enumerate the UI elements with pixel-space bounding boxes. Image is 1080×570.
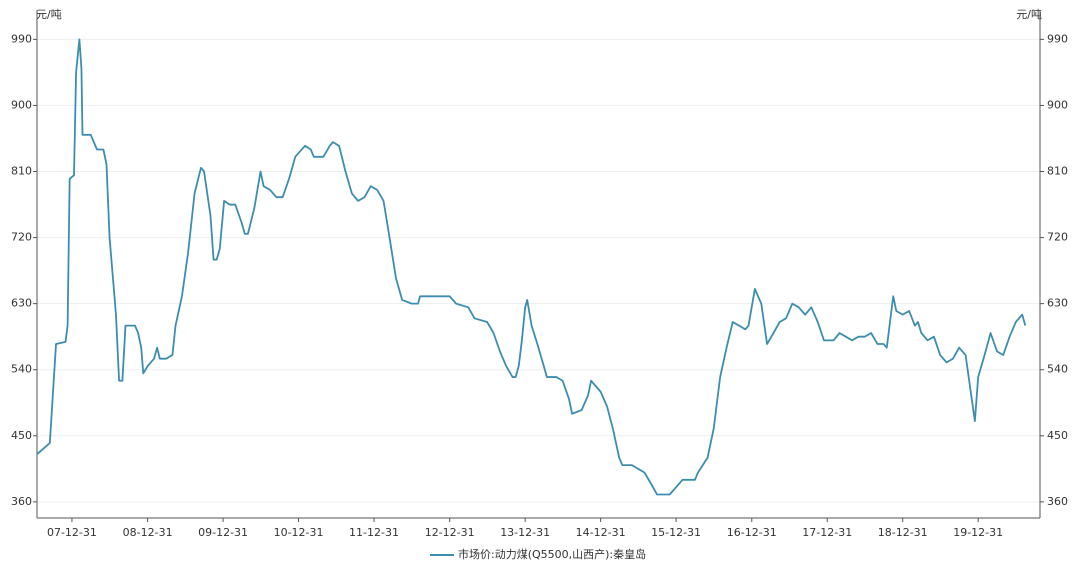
- y2-axis-unit: 元/吨: [1016, 8, 1042, 21]
- y-tick-label: 810: [11, 165, 32, 178]
- y2-tick-label: 360: [1047, 495, 1068, 508]
- y2-tick-label: 900: [1047, 98, 1068, 111]
- x-tick-label: 07-12-31: [47, 526, 97, 539]
- y2-tick-label: 720: [1047, 231, 1068, 244]
- y2-tick-label: 540: [1047, 363, 1068, 376]
- x-tick-label: 15-12-31: [651, 526, 701, 539]
- y-axis-unit: 元/吨: [36, 8, 62, 21]
- y2-tick-label: 630: [1047, 297, 1068, 310]
- y2-tick-label: 810: [1047, 165, 1068, 178]
- x-tick-label: 08-12-31: [123, 526, 173, 539]
- x-tick-label: 18-12-31: [878, 526, 928, 539]
- y-tick-label: 540: [11, 363, 32, 376]
- y-tick-label: 720: [11, 231, 32, 244]
- legend-label: 市场价:动力煤(Q5500,山西产):秦皇岛: [458, 547, 646, 561]
- x-tick-label: 14-12-31: [576, 526, 626, 539]
- x-tick-label: 13-12-31: [500, 526, 550, 539]
- series-line: [36, 38, 1027, 496]
- x-tick-label: 17-12-31: [802, 526, 852, 539]
- y2-tick-label: 990: [1047, 32, 1068, 45]
- x-tick-label: 10-12-31: [274, 526, 324, 539]
- x-tick-label: 16-12-31: [727, 526, 777, 539]
- x-tick-label: 09-12-31: [198, 526, 248, 539]
- y2-tick-label: 450: [1047, 429, 1068, 442]
- x-tick-label: 12-12-31: [425, 526, 475, 539]
- y-tick-label: 990: [11, 32, 32, 45]
- x-tick-label: 19-12-31: [953, 526, 1003, 539]
- y-tick-label: 450: [11, 429, 32, 442]
- y-tick-label: 360: [11, 495, 32, 508]
- x-tick-label: 11-12-31: [349, 526, 399, 539]
- y-tick-label: 630: [11, 297, 32, 310]
- y-tick-label: 900: [11, 98, 32, 111]
